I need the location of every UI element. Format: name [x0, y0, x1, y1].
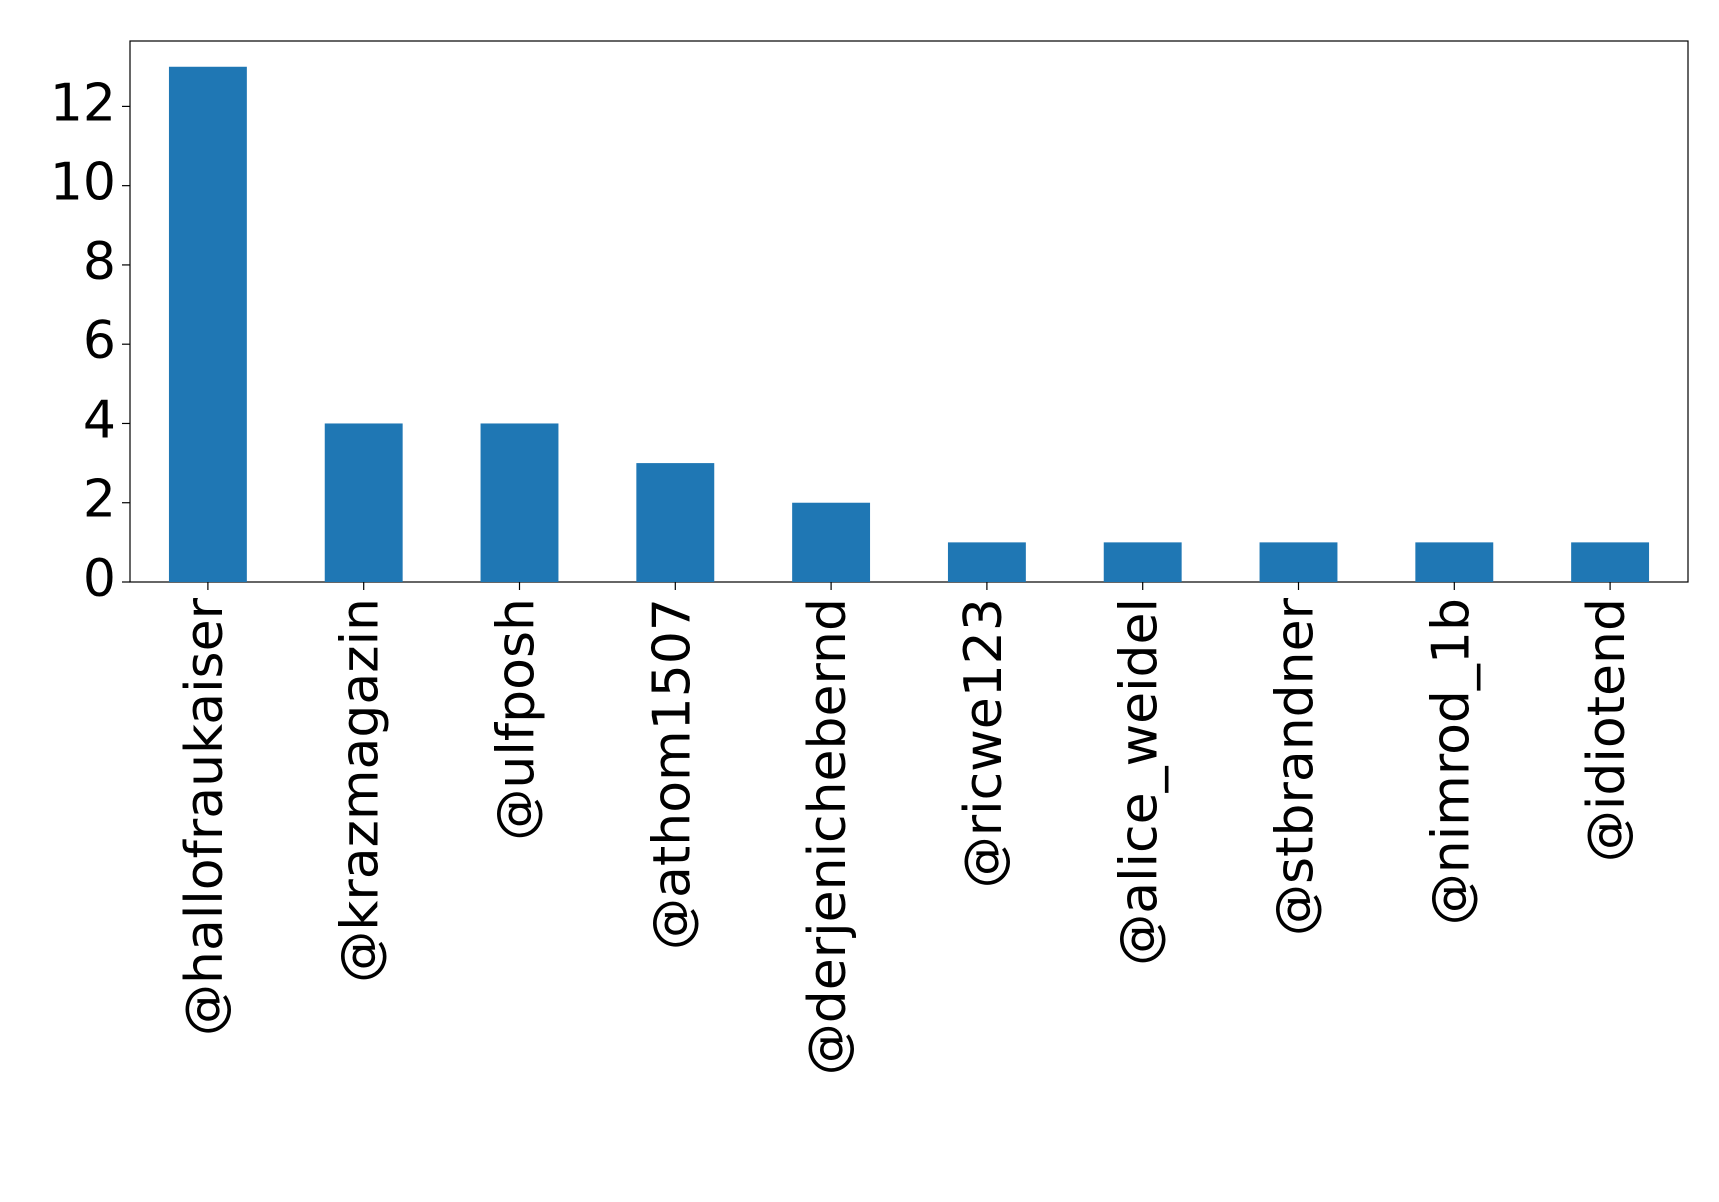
- bar: [1103, 542, 1182, 582]
- bar: [1415, 542, 1494, 582]
- bar: [1259, 542, 1338, 582]
- y-tick-label: 6: [83, 311, 116, 371]
- x-tick-label: @idiotend: [1577, 598, 1637, 862]
- y-tick-label: 2: [83, 470, 116, 530]
- bar: [792, 502, 871, 582]
- x-tick-label: @derjenichebernd: [798, 598, 858, 1075]
- plot-frame: [129, 40, 1689, 583]
- y-tick-label: 8: [83, 232, 116, 292]
- bar: [947, 542, 1026, 582]
- x-tick-label: @hallofraukaiser: [175, 597, 235, 1036]
- bar: [480, 423, 559, 582]
- x-tick-label: @nimrod_1b: [1421, 598, 1481, 925]
- x-tick-label: @athom1507: [642, 598, 702, 950]
- x-tick-label: @ulfposh: [487, 598, 547, 841]
- x-tick-label: @stbrandner: [1266, 597, 1326, 936]
- y-tick-label: 12: [50, 73, 116, 133]
- bar: [636, 463, 715, 582]
- x-tick-label: @alice_weidel: [1110, 598, 1170, 966]
- y-tick-label: 0: [83, 549, 116, 609]
- y-tick-label: 4: [83, 390, 116, 450]
- x-tick-label: @krazmagazin: [331, 598, 391, 983]
- bar: [324, 423, 403, 582]
- bar: [168, 66, 247, 582]
- y-tick-label: 10: [50, 153, 116, 213]
- bar: [1571, 542, 1650, 582]
- x-tick-label: @ricwe123: [954, 598, 1014, 888]
